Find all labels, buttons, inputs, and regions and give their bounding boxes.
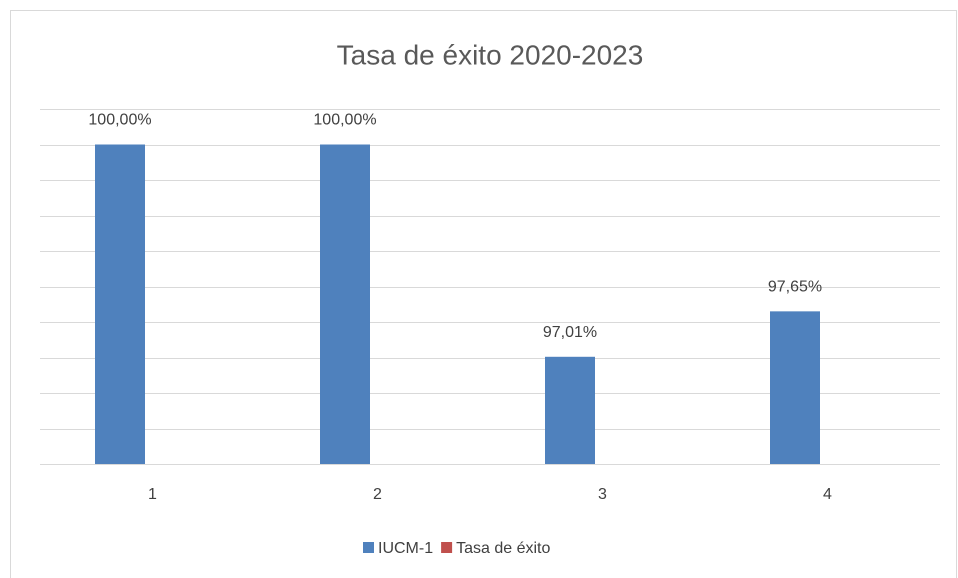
data-label: 100,00% xyxy=(313,112,376,129)
legend-label: Tasa de éxito xyxy=(456,540,550,557)
chart-title: Tasa de éxito 2020-2023 xyxy=(337,39,644,70)
bar xyxy=(95,144,145,464)
legend-label: IUCM-1 xyxy=(378,540,433,557)
bar xyxy=(320,144,370,464)
legend-swatch xyxy=(441,542,453,553)
data-label: 97,65% xyxy=(768,279,822,296)
data-label: 100,00% xyxy=(88,112,151,129)
legend-swatch xyxy=(363,542,374,553)
chart-border xyxy=(10,10,957,578)
data-label: 97,01% xyxy=(543,324,597,341)
bar xyxy=(770,311,820,464)
x-tick-label: 4 xyxy=(823,486,832,503)
x-tick-label: 2 xyxy=(373,486,382,503)
bar xyxy=(545,356,595,464)
x-tick-label: 3 xyxy=(598,486,607,503)
x-tick-label: 1 xyxy=(148,486,157,503)
